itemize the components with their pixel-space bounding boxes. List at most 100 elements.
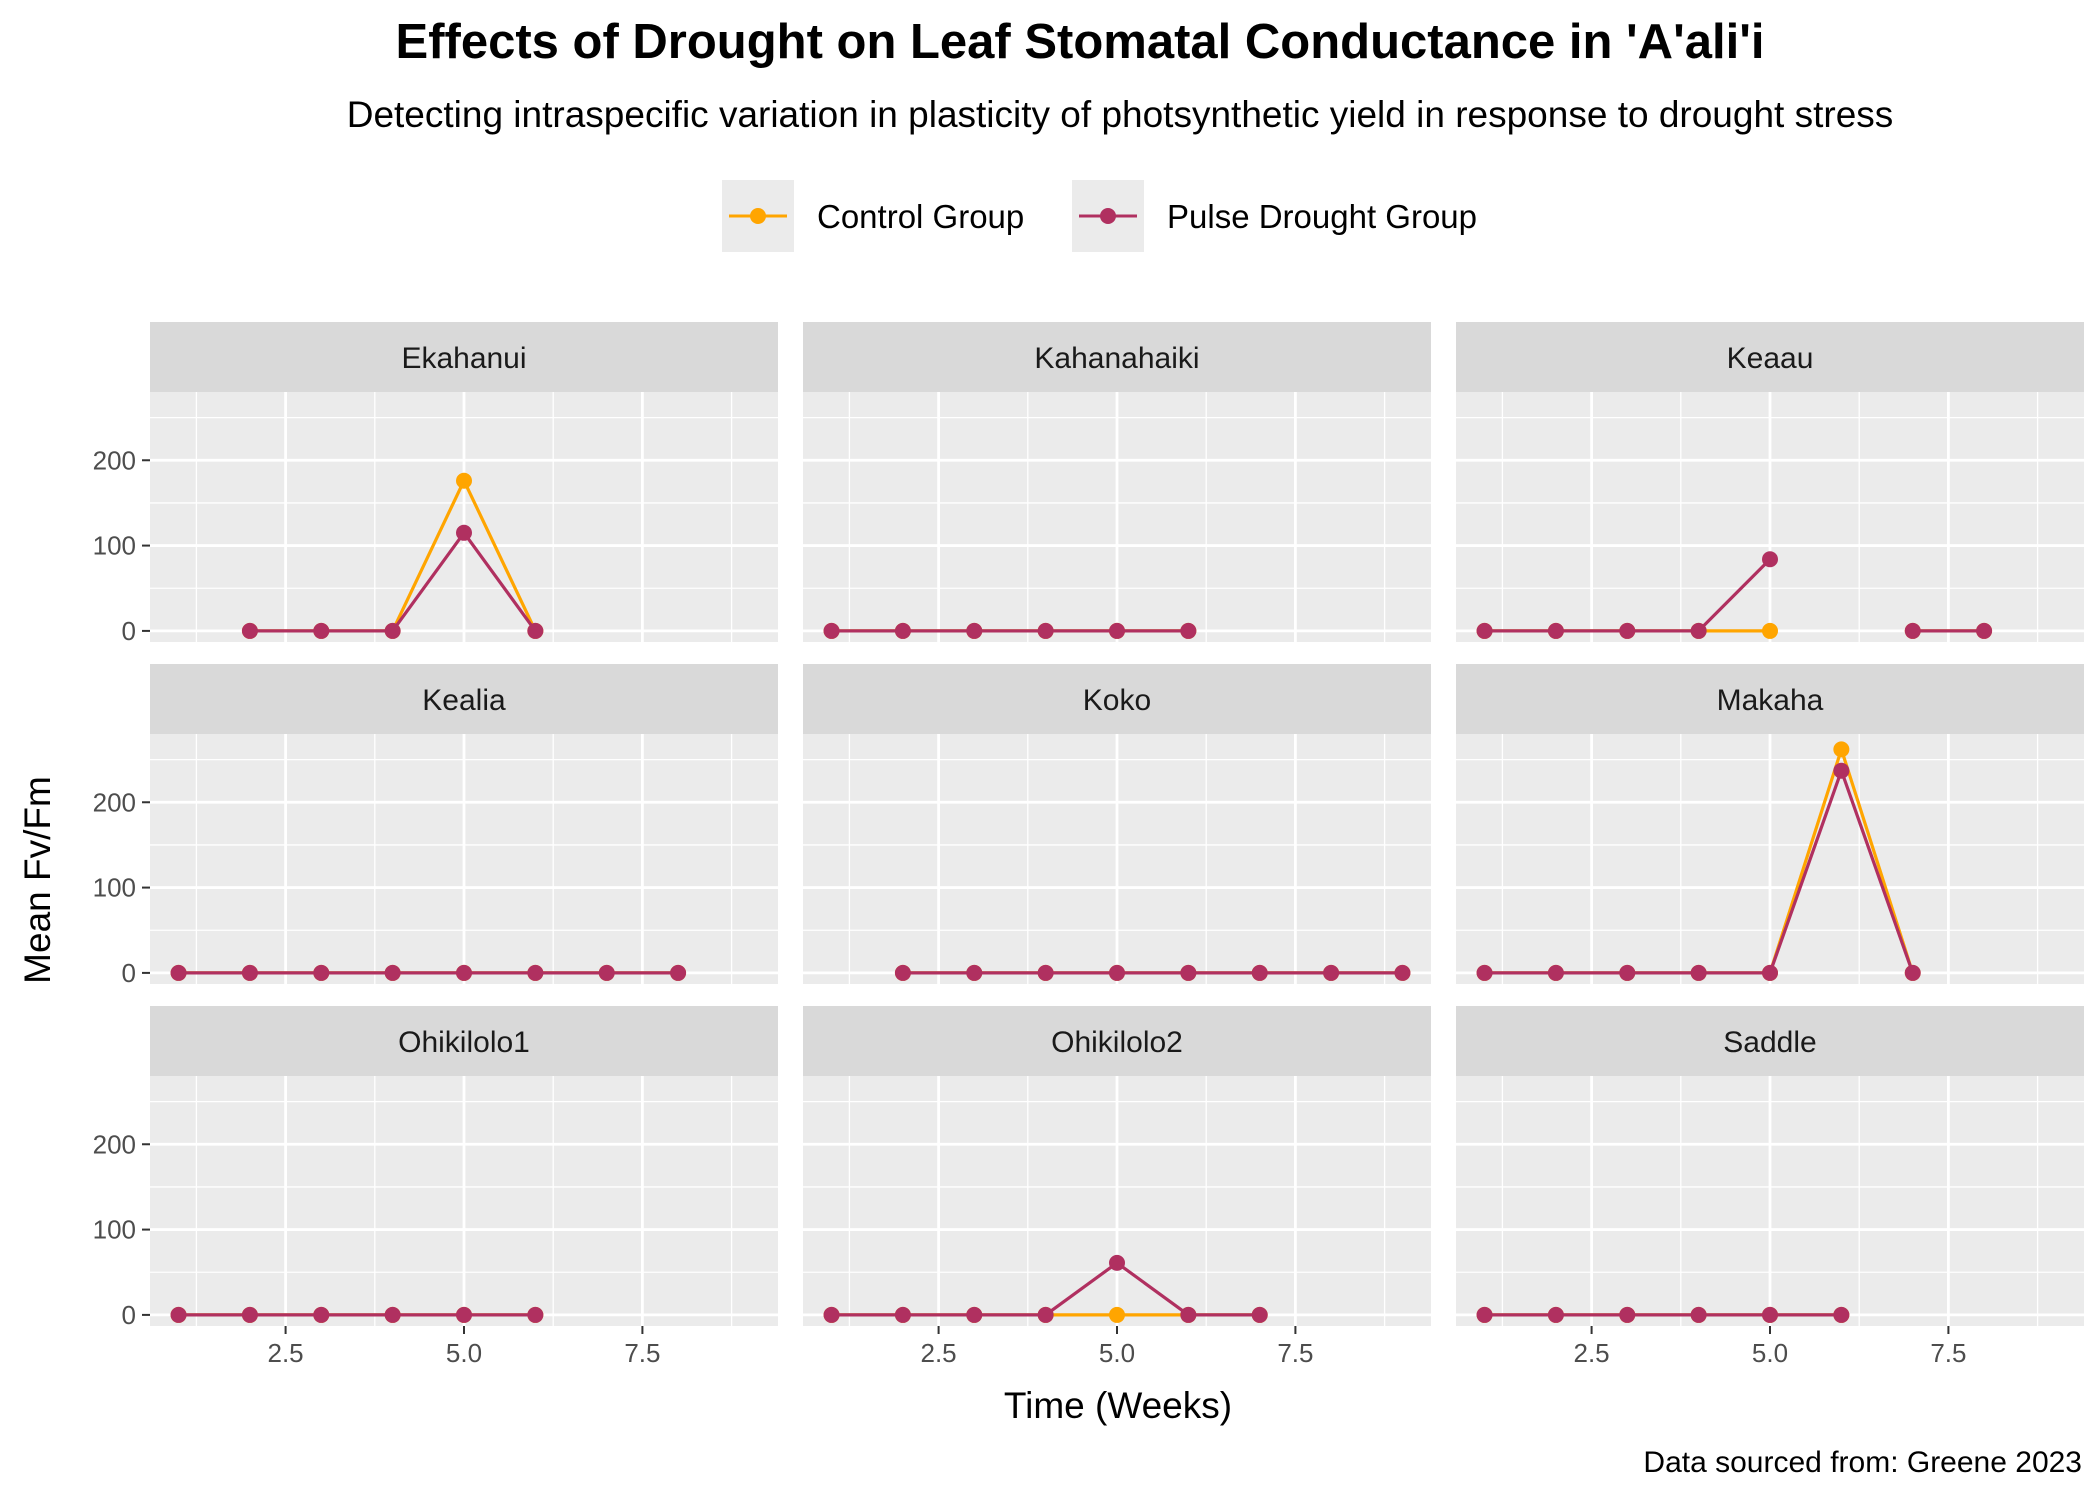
- x-tick-label: 7.5: [624, 1338, 660, 1368]
- pulse-drought-group-point: [1762, 551, 1778, 568]
- facet-strip: [1456, 322, 2084, 392]
- pulse-drought-group-point: [241, 964, 258, 981]
- facet-strip-label: Keaau: [1727, 342, 1814, 375]
- pulse-drought-group-point: [527, 1306, 544, 1323]
- pulse-drought-group-point: [1180, 964, 1197, 981]
- pulse-drought-group-point: [1547, 622, 1564, 639]
- y-tick-label: 200: [93, 1129, 136, 1159]
- pulse-drought-group-point: [527, 622, 544, 639]
- pulse-drought-group-point: [1762, 964, 1778, 981]
- pulse-drought-group-point: [1394, 964, 1411, 981]
- pulse-drought-group-point: [1833, 762, 1850, 779]
- y-tick-label: 200: [93, 445, 136, 475]
- y-tick-label: 100: [93, 531, 136, 561]
- panel-kealia: Kealia 0 100 200: [93, 664, 778, 988]
- x-tick-label: 2.5: [268, 1338, 304, 1368]
- facet-strip-label: Ohikilolo1: [398, 1026, 530, 1059]
- pulse-drought-group-point: [1904, 964, 1921, 981]
- pulse-drought-group-point: [966, 622, 983, 639]
- pulse-drought-group-point: [1109, 622, 1125, 639]
- x-tick-label: 5.0: [1752, 1338, 1788, 1368]
- pulse-drought-group-point: [456, 1306, 472, 1323]
- pulse-drought-group-point: [1476, 1306, 1493, 1323]
- pulse-drought-group-point: [1180, 1306, 1197, 1323]
- pulse-drought-group-point: [1619, 964, 1636, 981]
- pulse-drought-group-point: [1251, 964, 1268, 981]
- y-tick-label: 100: [93, 1215, 136, 1245]
- pulse-drought-group-point: [823, 1306, 840, 1323]
- control-group-point: [1833, 741, 1850, 758]
- pulse-drought-group-point: [1690, 622, 1707, 639]
- pulse-drought-group-point: [1037, 964, 1054, 981]
- legend-label: Pulse Drought Group: [1167, 198, 1477, 235]
- pulse-drought-group-point: [1109, 964, 1125, 981]
- pulse-drought-group-point: [1976, 622, 1993, 639]
- pulse-drought-group-point: [966, 964, 983, 981]
- pulse-drought-group-point: [456, 524, 472, 541]
- pulse-drought-group-point: [1476, 964, 1493, 981]
- facet-strip: [1456, 1006, 2084, 1076]
- x-tick-label: 2.5: [1574, 1338, 1610, 1368]
- pulse-drought-group-point: [1323, 964, 1340, 981]
- pulse-drought-group-point: [384, 964, 401, 981]
- facet-strip-label: Kealia: [422, 684, 506, 717]
- pulse-drought-group-point: [313, 964, 330, 981]
- pulse-drought-group-point: [823, 622, 840, 639]
- pulse-drought-group-point: [670, 964, 687, 981]
- pulse-drought-group-point: [894, 964, 911, 981]
- pulse-drought-group-point: [170, 1306, 187, 1323]
- pulse-drought-group-point: [1547, 964, 1564, 981]
- pulse-drought-group-point: [1690, 964, 1707, 981]
- pulse-drought-group-point: [1619, 1306, 1636, 1323]
- y-tick-label: 100: [93, 873, 136, 903]
- y-tick-label: 0: [122, 958, 136, 988]
- facet-strip-label: Kahanahaiki: [1034, 342, 1199, 375]
- legend-item-0: Control Group: [722, 180, 1024, 252]
- chart-title: Effects of Drought on Leaf Stomatal Cond…: [396, 15, 1765, 69]
- pulse-drought-group-point: [1251, 1306, 1268, 1323]
- pulse-drought-group-point: [241, 1306, 258, 1323]
- pulse-drought-group-point: [241, 622, 258, 639]
- pulse-drought-group-point: [1476, 622, 1493, 639]
- panel-saddle: Saddle 2.5 5.0 7.5: [1456, 1006, 2084, 1368]
- pulse-drought-group-point: [1109, 1254, 1125, 1271]
- pulse-drought-group-point: [384, 1306, 401, 1323]
- pulse-drought-group-point: [894, 1306, 911, 1323]
- facet-strip-label: Ohikilolo2: [1051, 1026, 1183, 1059]
- pulse-drought-group-point: [1904, 622, 1921, 639]
- x-tick-label: 7.5: [1277, 1338, 1313, 1368]
- facet-strip: [150, 322, 778, 392]
- x-tick-label: 5.0: [1099, 1338, 1135, 1368]
- panel-makaha: Makaha: [1456, 664, 2084, 984]
- pulse-drought-group-point: [966, 1306, 983, 1323]
- pulse-drought-group-point: [1180, 622, 1197, 639]
- legend-key-point: [750, 208, 766, 224]
- pulse-drought-group-point: [1690, 1306, 1707, 1323]
- control-group-point: [1762, 622, 1778, 639]
- x-axis-title: Time (Weeks): [1004, 1385, 1232, 1426]
- x-tick-label: 2.5: [921, 1338, 957, 1368]
- panel-kahanahaiki: Kahanahaiki: [803, 322, 1431, 642]
- legend: Control Group Pulse Drought Group: [722, 180, 1477, 252]
- y-tick-label: 0: [122, 1300, 136, 1330]
- pulse-drought-group-point: [1037, 622, 1054, 639]
- facet-strip: [803, 322, 1431, 392]
- facet-strip: [1456, 664, 2084, 734]
- control-group-point: [456, 472, 472, 489]
- pulse-drought-group-point: [1762, 1306, 1778, 1323]
- facet-strip-label: Ekahanui: [401, 342, 526, 375]
- pulse-drought-group-point: [527, 964, 544, 981]
- panel-keaau: Keaau: [1456, 322, 2084, 642]
- facet-strip-label: Makaha: [1717, 684, 1824, 717]
- y-tick-label: 200: [93, 787, 136, 817]
- y-axis-title: Mean Fv/Fm: [17, 776, 58, 984]
- facet-strip-label: Saddle: [1723, 1026, 1816, 1059]
- facet-strip: [150, 1006, 778, 1076]
- panel-koko: Koko: [803, 664, 1431, 984]
- pulse-drought-group-point: [170, 964, 187, 981]
- facet-strip-label: Koko: [1083, 684, 1151, 717]
- panel-ohikilolo1: Ohikilolo1 0 100 200 2.5 5.0 7.5: [93, 1006, 778, 1368]
- y-tick-label: 0: [122, 616, 136, 646]
- x-tick-label: 5.0: [446, 1338, 482, 1368]
- legend-label: Control Group: [817, 198, 1024, 235]
